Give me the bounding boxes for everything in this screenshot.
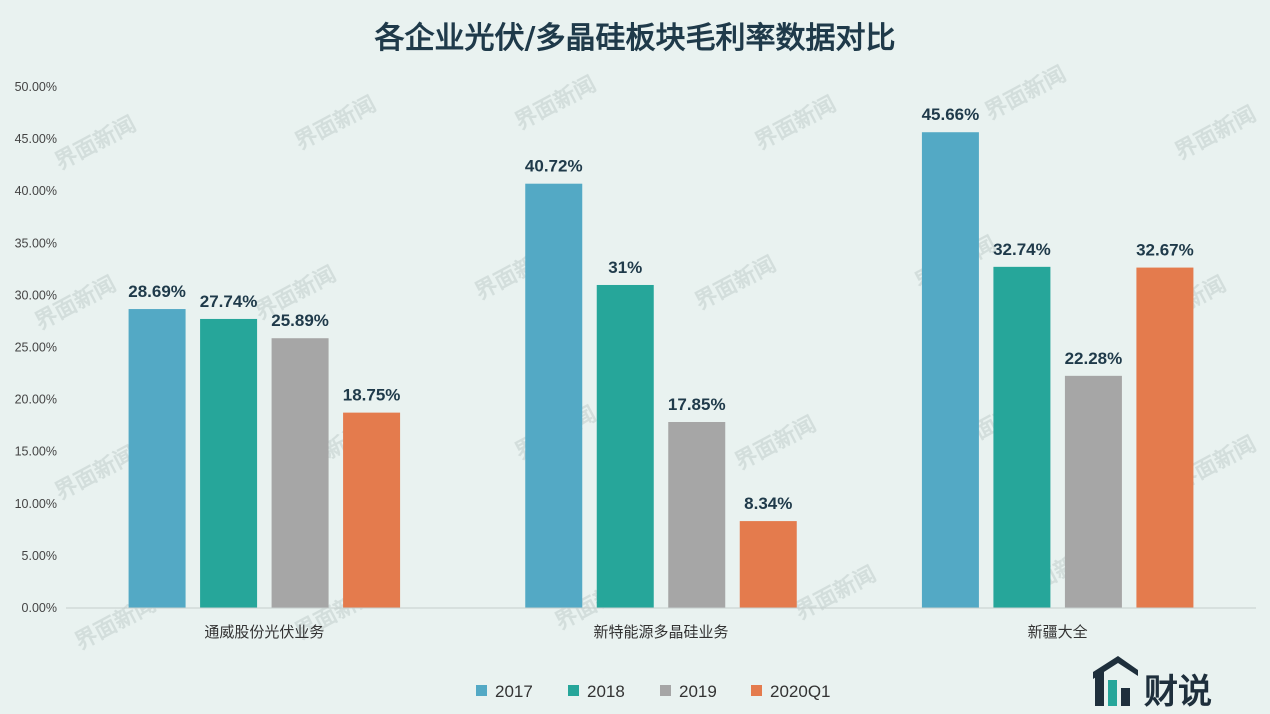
legend-swatch — [476, 685, 487, 696]
data-label: 27.74% — [200, 292, 258, 311]
y-tick-label: 30.00% — [15, 288, 57, 302]
y-tick-label: 10.00% — [15, 497, 57, 511]
bar — [596, 284, 654, 608]
bar — [128, 309, 186, 608]
watermark-text: 界面新闻 — [51, 111, 141, 175]
x-tick-label: 新特能源多晶硅业务 — [593, 623, 728, 641]
y-tick-label: 45.00% — [15, 132, 57, 146]
legend-label: 2017 — [495, 682, 533, 701]
data-label: 40.72% — [525, 157, 583, 176]
chart-title: 各企业光伏/多晶硅板块毛利率数据对比 — [374, 21, 896, 56]
bar — [1064, 375, 1122, 608]
logo-text: 财说 — [1144, 672, 1212, 712]
y-tick-label: 25.00% — [15, 341, 57, 355]
bar — [343, 412, 401, 608]
watermark-text: 界面新闻 — [511, 71, 601, 135]
data-label: 31% — [608, 258, 642, 277]
bar — [993, 266, 1051, 608]
watermark-text: 界面新闻 — [731, 411, 821, 475]
bar — [271, 338, 329, 608]
data-label: 32.67% — [1136, 241, 1194, 260]
legend-label: 2019 — [679, 682, 717, 701]
data-label: 17.85% — [668, 395, 726, 414]
watermark-text: 界面新闻 — [51, 441, 141, 505]
watermark-text: 界面新闻 — [1171, 101, 1261, 165]
watermark-text: 界面新闻 — [691, 251, 781, 315]
x-axis: 通威股份光伏业务 新特能源多晶硅业务 新疆大全 — [204, 623, 1087, 641]
bar — [1136, 267, 1194, 608]
legend-label: 2020Q1 — [770, 682, 831, 701]
bar — [525, 183, 583, 608]
x-tick-label: 通威股份光伏业务 — [204, 623, 324, 641]
data-label: 32.74% — [993, 240, 1051, 259]
legend: 2017 2018 2019 2020Q1 — [476, 682, 831, 701]
y-tick-label: 35.00% — [15, 236, 57, 250]
data-label: 28.69% — [128, 282, 186, 301]
logo-mark-icon — [1093, 656, 1138, 706]
x-tick-label: 新疆大全 — [1028, 623, 1088, 641]
y-tick-label: 15.00% — [15, 445, 57, 459]
bar — [921, 132, 979, 609]
legend-swatch — [568, 685, 579, 696]
legend-swatch — [660, 685, 671, 696]
bars — [128, 132, 1194, 609]
y-axis: 0.00% 5.00% 10.00% 15.00% 20.00% 25.00% 30.00%… — [15, 80, 57, 615]
brand-logo: 财说 — [1093, 656, 1212, 712]
data-labels: 28.69% 27.74% 25.89% 18.75% 40.72% 31% 17.85% 8… — [128, 105, 1194, 513]
y-tick-label: 50.00% — [15, 80, 57, 94]
data-label: 45.66% — [922, 105, 980, 124]
bar — [200, 318, 258, 608]
y-tick-label: 0.00% — [22, 601, 57, 615]
bar — [739, 521, 797, 608]
bar — [668, 422, 726, 608]
data-label: 22.28% — [1065, 349, 1123, 368]
data-label: 8.34% — [744, 494, 792, 513]
watermark-text: 界面新闻 — [751, 91, 841, 155]
data-label: 18.75% — [343, 386, 401, 405]
y-tick-label: 5.00% — [22, 549, 57, 563]
legend-swatch — [751, 685, 762, 696]
y-tick-label: 40.00% — [15, 184, 57, 198]
y-tick-label: 20.00% — [15, 393, 57, 407]
watermark-text: 界面新闻 — [981, 61, 1071, 125]
legend-label: 2018 — [587, 682, 625, 701]
data-label: 25.89% — [271, 311, 329, 330]
watermark-text: 界面新闻 — [291, 91, 381, 155]
watermark-text: 界面新闻 — [791, 561, 881, 625]
watermark-text: 界面新闻 — [31, 271, 121, 335]
